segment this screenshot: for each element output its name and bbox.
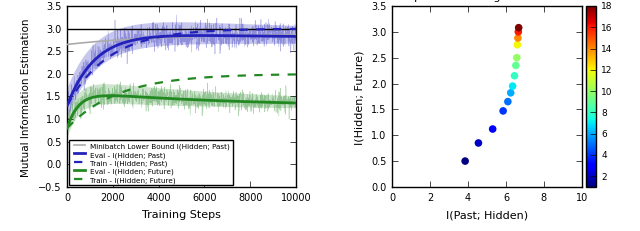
Train - I(Hidden; Future): [281, 74, 289, 77]
Minibatch Lower Bound I(Hidden; Past): [292, 34, 300, 37]
Eval - I(Hidden; Future): [77, 103, 85, 105]
Point: [513, 31, 524, 34]
Eval - I(Hidden; Future): [250, 101, 258, 104]
Eval - I(Hidden; Past): [292, 36, 300, 39]
Train - I(Hidden; Past): [110, 53, 118, 56]
X-axis label: Training Steps: Training Steps: [142, 210, 221, 219]
Y-axis label: Mutual Information Estimation: Mutual Information Estimation: [21, 18, 31, 176]
Train - I(Hidden; Past): [292, 28, 300, 31]
Train - I(Hidden; Past): [77, 83, 85, 86]
Eval - I(Hidden; Future): [266, 101, 273, 104]
Point: [508, 85, 518, 88]
Train - I(Hidden; Future): [292, 74, 300, 76]
Eval - I(Hidden; Past): [110, 46, 118, 49]
Line: Train - I(Hidden; Future): Train - I(Hidden; Future): [67, 75, 296, 128]
Train - I(Hidden; Future): [110, 95, 118, 97]
Minibatch Lower Bound I(Hidden; Past): [110, 40, 118, 43]
Eval - I(Hidden; Future): [110, 95, 118, 98]
Minibatch Lower Bound I(Hidden; Past): [77, 42, 85, 45]
Point: [511, 64, 521, 68]
Minibatch Lower Bound I(Hidden; Past): [266, 35, 273, 37]
Point: [503, 100, 513, 104]
Eval - I(Hidden; Past): [198, 35, 205, 38]
Point: [513, 27, 524, 30]
Line: Eval - I(Hidden; Past): Eval - I(Hidden; Past): [67, 36, 296, 106]
Minibatch Lower Bound I(Hidden; Past): [63, 44, 71, 47]
Eval - I(Hidden; Past): [250, 35, 258, 38]
Minibatch Lower Bound I(Hidden; Past): [241, 35, 249, 38]
Y-axis label: I(Hidden; Future): I(Hidden; Future): [354, 50, 364, 144]
Train - I(Hidden; Future): [63, 127, 71, 130]
Eval - I(Hidden; Future): [281, 102, 289, 105]
Train - I(Hidden; Future): [250, 74, 258, 77]
Train - I(Hidden; Past): [250, 29, 258, 32]
Point: [488, 128, 498, 131]
Train - I(Hidden; Future): [77, 114, 85, 117]
Point: [512, 44, 522, 47]
Point: [509, 75, 520, 78]
Train - I(Hidden; Past): [281, 28, 289, 31]
Legend: Minibatch Lower Bound I(Hidden; Past), Eval - I(Hidden; Past), Train - I(Hidden;: Minibatch Lower Bound I(Hidden; Past), E…: [68, 140, 233, 186]
Point: [506, 91, 516, 95]
Eval - I(Hidden; Past): [281, 36, 289, 39]
Minibatch Lower Bound I(Hidden; Past): [281, 34, 289, 37]
Point: [460, 160, 470, 163]
Title: Impact of Training Dataset Size: Impact of Training Dataset Size: [400, 0, 574, 2]
Point: [511, 57, 522, 60]
Line: Eval - I(Hidden; Future): Eval - I(Hidden; Future): [67, 96, 296, 128]
Minibatch Lower Bound I(Hidden; Past): [250, 35, 258, 38]
Train - I(Hidden; Past): [63, 105, 71, 107]
Train - I(Hidden; Past): [241, 29, 249, 32]
Point: [513, 37, 523, 41]
Train - I(Hidden; Past): [266, 29, 273, 31]
Point: [474, 142, 484, 145]
Eval - I(Hidden; Future): [106, 95, 114, 98]
X-axis label: I(Past; Hidden): I(Past; Hidden): [446, 210, 528, 219]
Eval - I(Hidden; Past): [266, 36, 273, 38]
Eval - I(Hidden; Future): [292, 102, 300, 105]
Eval - I(Hidden; Past): [242, 35, 250, 38]
Eval - I(Hidden; Future): [242, 101, 250, 103]
Point: [498, 109, 508, 113]
Line: Minibatch Lower Bound I(Hidden; Past): Minibatch Lower Bound I(Hidden; Past): [67, 36, 296, 45]
Train - I(Hidden; Future): [266, 74, 273, 77]
Train - I(Hidden; Future): [241, 75, 249, 78]
Eval - I(Hidden; Future): [63, 127, 71, 130]
Line: Train - I(Hidden; Past): Train - I(Hidden; Past): [67, 30, 296, 106]
Eval - I(Hidden; Past): [63, 105, 71, 107]
Eval - I(Hidden; Past): [77, 76, 85, 79]
